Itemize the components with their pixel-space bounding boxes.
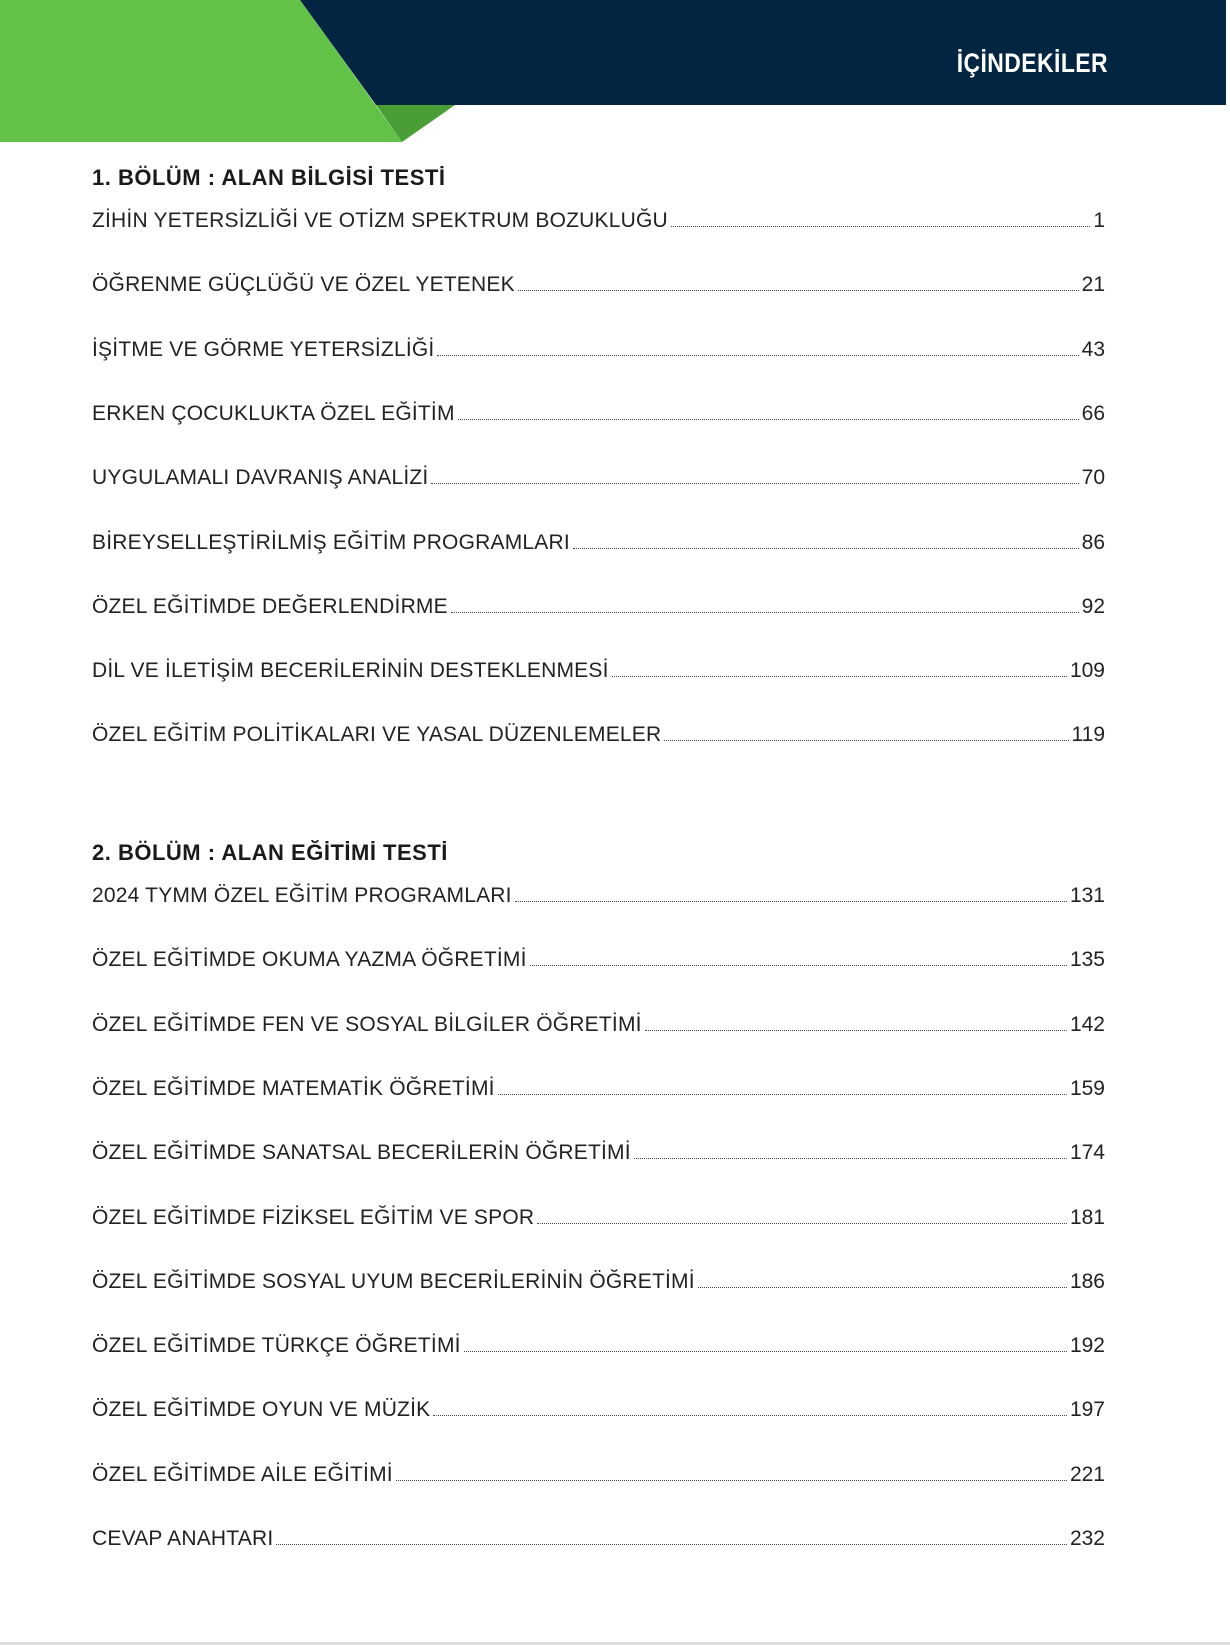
toc-entry[interactable]: ÖZEL EĞİTİMDE TÜRKÇE ÖĞRETİMİ 192 bbox=[92, 1330, 1105, 1358]
toc-entry-title: ÖZEL EĞİTİMDE MATEMATİK ÖĞRETİMİ bbox=[92, 1076, 495, 1100]
page-title: İÇİNDEKİLER bbox=[956, 48, 1108, 78]
dot-leader bbox=[497, 1093, 1067, 1095]
toc-entry[interactable]: ÖZEL EĞİTİMDE AİLE EĞİTİMİ 221 bbox=[92, 1459, 1105, 1487]
toc-entry-page: 119 bbox=[1071, 723, 1105, 747]
toc-entry[interactable]: ÖZEL EĞİTİM POLİTİKALARI VE YASAL DÜZENL… bbox=[92, 719, 1105, 747]
toc-entry-title: ERKEN ÇOCUKLUKTA ÖZEL EĞİTİM bbox=[92, 401, 455, 425]
dot-leader bbox=[514, 901, 1067, 902]
toc-entry-page: 197 bbox=[1069, 1398, 1105, 1422]
dot-leader bbox=[276, 1544, 1067, 1545]
header-banner: İÇİNDEKİLER bbox=[0, 0, 1230, 145]
toc-entry[interactable]: ÖZEL EĞİTİMDE DEĞERLENDİRME 92 bbox=[92, 591, 1105, 619]
toc-entry-page: 232 bbox=[1069, 1527, 1105, 1550]
toc-entry[interactable]: ÖZEL EĞİTİMDE SOSYAL UYUM BECERİLERİNİN … bbox=[92, 1266, 1105, 1294]
bottom-border bbox=[0, 1642, 1230, 1645]
toc-entry-page: 142 bbox=[1069, 1012, 1105, 1036]
toc-entry-title: ÖZEL EĞİTİMDE DEĞERLENDİRME bbox=[92, 594, 448, 618]
toc-entry-title: ÖĞRENME GÜÇLÜĞÜ VE ÖZEL YETENEK bbox=[92, 273, 515, 297]
dot-leader bbox=[463, 1351, 1067, 1353]
toc-entry[interactable]: DİL VE İLETİŞİM BECERİLERİNİN DESTEKLENM… bbox=[92, 655, 1105, 683]
dot-leader bbox=[529, 965, 1067, 967]
toc-entry-page: 159 bbox=[1069, 1076, 1105, 1100]
toc-entry-page: 181 bbox=[1069, 1205, 1105, 1229]
dot-leader bbox=[611, 676, 1067, 678]
toc-entry-title: ÖZEL EĞİTİMDE AİLE EĞİTİMİ bbox=[92, 1462, 393, 1486]
toc-entry-page: 186 bbox=[1069, 1269, 1105, 1293]
toc-entry[interactable]: ÖZEL EĞİTİMDE FİZİKSEL EĞİTİM VE SPOR 181 bbox=[92, 1202, 1105, 1230]
dark-green-triangle bbox=[376, 105, 455, 142]
dot-leader bbox=[437, 354, 1079, 356]
toc-entry-title: BİREYSELLEŞTİRİLMİŞ EĞİTİM PROGRAMLARI bbox=[92, 530, 570, 554]
header-shapes bbox=[0, 0, 1226, 142]
dot-leader bbox=[450, 611, 1079, 613]
toc-entry[interactable]: ÖZEL EĞİTİMDE OKUMA YAZMA ÖĞRETİMİ 135 bbox=[92, 944, 1105, 972]
toc-entry[interactable]: ÖĞRENME GÜÇLÜĞÜ VE ÖZEL YETENEK 21 bbox=[92, 269, 1105, 297]
toc-entry-title: UYGULAMALI DAVRANIŞ ANALİZİ bbox=[92, 466, 429, 490]
toc-entry-page: 1 bbox=[1093, 209, 1105, 232]
dot-leader bbox=[644, 1029, 1067, 1031]
navy-shape bbox=[300, 0, 1226, 105]
dot-leader bbox=[433, 1415, 1067, 1417]
toc-entry-title: ÖZEL EĞİTİMDE FEN VE SOSYAL BİLGİLER ÖĞR… bbox=[92, 1012, 642, 1036]
toc-entry[interactable]: 2024 TYMM ÖZEL EĞİTİM PROGRAMLARI 131 bbox=[92, 880, 1105, 908]
toc-entry-title: İŞİTME VE GÖRME YETERSİZLİĞİ bbox=[92, 337, 435, 361]
dot-leader bbox=[457, 418, 1079, 420]
dot-leader bbox=[431, 483, 1079, 485]
dot-leader bbox=[697, 1286, 1067, 1288]
toc-entry-title: ZİHİN YETERSİZLİĞİ VE OTİZM SPEKTRUM BOZ… bbox=[92, 209, 668, 232]
toc-entry-page: 70 bbox=[1081, 466, 1105, 490]
toc-entry[interactable]: ERKEN ÇOCUKLUKTA ÖZEL EĞİTİM 66 bbox=[92, 398, 1105, 426]
toc-entry-title: CEVAP ANAHTARI bbox=[92, 1527, 274, 1550]
toc-entry-page: 21 bbox=[1081, 273, 1105, 297]
toc-entry-page: 192 bbox=[1069, 1334, 1105, 1358]
dot-leader bbox=[395, 1479, 1067, 1481]
dot-leader bbox=[664, 740, 1069, 742]
toc-entry-title: ÖZEL EĞİTİMDE OYUN VE MÜZİK bbox=[92, 1398, 431, 1422]
toc-entry-title: 2024 TYMM ÖZEL EĞİTİM PROGRAMLARI bbox=[92, 884, 512, 907]
toc-entry-title: ÖZEL EĞİTİMDE FİZİKSEL EĞİTİM VE SPOR bbox=[92, 1205, 535, 1229]
green-shape bbox=[0, 0, 402, 142]
dot-leader bbox=[670, 226, 1091, 227]
toc-entry[interactable]: İŞİTME VE GÖRME YETERSİZLİĞİ 43 bbox=[92, 334, 1105, 362]
toc-entry[interactable]: ÖZEL EĞİTİMDE FEN VE SOSYAL BİLGİLER ÖĞR… bbox=[92, 1009, 1105, 1037]
toc-entry-page: 86 bbox=[1081, 530, 1105, 554]
toc-entry[interactable]: BİREYSELLEŞTİRİLMİŞ EĞİTİM PROGRAMLARI 86 bbox=[92, 527, 1105, 555]
toc-entry-page: 131 bbox=[1069, 884, 1105, 907]
section-heading: 2. BÖLÜM : ALAN EĞİTİMİ TESTİ bbox=[92, 840, 448, 865]
toc-entry-title: ÖZEL EĞİTİMDE TÜRKÇE ÖĞRETİMİ bbox=[92, 1334, 461, 1358]
toc-entry-title: ÖZEL EĞİTİMDE SOSYAL UYUM BECERİLERİNİN … bbox=[92, 1269, 695, 1293]
toc-entry-page: 92 bbox=[1081, 594, 1105, 618]
dot-leader bbox=[517, 290, 1079, 292]
dot-leader bbox=[572, 547, 1079, 549]
toc-entry[interactable]: ÖZEL EĞİTİMDE SANATSAL BECERİLERİN ÖĞRET… bbox=[92, 1137, 1105, 1165]
toc-entry-page: 174 bbox=[1069, 1141, 1105, 1165]
toc-entry[interactable]: ZİHİN YETERSİZLİĞİ VE OTİZM SPEKTRUM BOZ… bbox=[92, 205, 1105, 233]
toc-entry-title: DİL VE İLETİŞİM BECERİLERİNİN DESTEKLENM… bbox=[92, 659, 609, 683]
toc-entry-title: ÖZEL EĞİTİM POLİTİKALARI VE YASAL DÜZENL… bbox=[92, 723, 662, 747]
dot-leader bbox=[537, 1222, 1067, 1224]
toc-entry[interactable]: ÖZEL EĞİTİMDE OYUN VE MÜZİK 197 bbox=[92, 1394, 1105, 1422]
toc-entry-title: ÖZEL EĞİTİMDE OKUMA YAZMA ÖĞRETİMİ bbox=[92, 948, 527, 972]
toc-entry-page: 43 bbox=[1081, 337, 1105, 361]
section-heading: 1. BÖLÜM : ALAN BİLGİSİ TESTİ bbox=[92, 165, 446, 190]
toc-entry-title: ÖZEL EĞİTİMDE SANATSAL BECERİLERİN ÖĞRET… bbox=[92, 1141, 631, 1165]
toc-entry[interactable]: CEVAP ANAHTARI 232 bbox=[92, 1523, 1105, 1551]
toc-entry-page: 66 bbox=[1081, 401, 1105, 425]
toc-entry-page: 221 bbox=[1069, 1462, 1105, 1486]
toc-entry[interactable]: ÖZEL EĞİTİMDE MATEMATİK ÖĞRETİMİ 159 bbox=[92, 1073, 1105, 1101]
toc-entry-page: 109 bbox=[1069, 659, 1105, 683]
toc-entry[interactable]: UYGULAMALI DAVRANIŞ ANALİZİ 70 bbox=[92, 462, 1105, 490]
dot-leader bbox=[633, 1158, 1067, 1160]
toc-entry-page: 135 bbox=[1069, 948, 1105, 972]
